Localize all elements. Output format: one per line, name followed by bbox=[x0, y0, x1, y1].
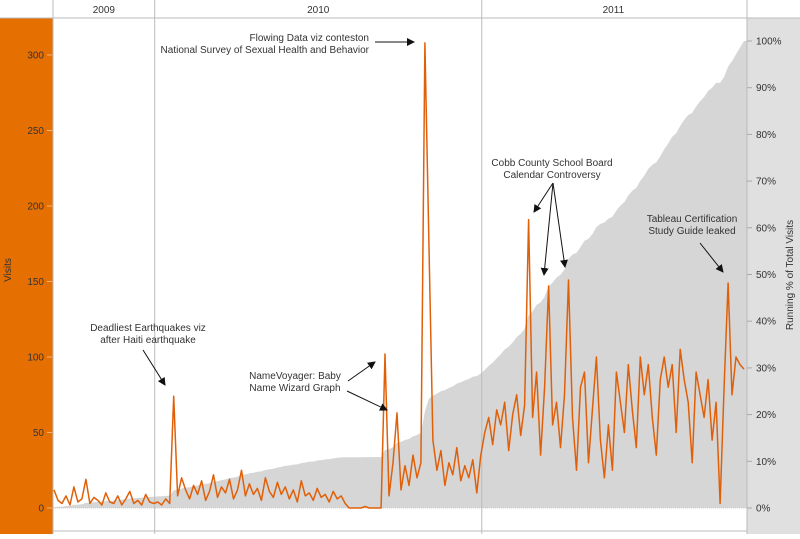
annotation-text: Cobb County School Board bbox=[491, 158, 612, 169]
y2-tick-label: 0% bbox=[756, 504, 771, 515]
y-tick-label: 150 bbox=[27, 277, 44, 288]
annotation-flowing-data: Flowing Data viz conteston National Surv… bbox=[161, 33, 415, 56]
annotation-text: Study Guide leaked bbox=[648, 226, 735, 237]
annotation-text: Name Wizard Graph bbox=[249, 383, 340, 394]
visits-axis: 0 50 100 150 200 250 300 bbox=[27, 51, 52, 515]
y2-tick-label: 50% bbox=[756, 270, 776, 281]
annotation-text: Flowing Data viz conteston bbox=[249, 33, 369, 44]
annotation-arrow bbox=[347, 361, 376, 382]
right-axis-panel bbox=[747, 18, 800, 534]
annotation-arrow bbox=[552, 182, 568, 268]
y2-tick-label: 90% bbox=[756, 83, 776, 94]
y-tick-label: 0 bbox=[38, 504, 44, 515]
running-percent-area-path bbox=[53, 41, 747, 508]
y2-tick-label: 40% bbox=[756, 317, 776, 328]
visits-axis-label: Visits bbox=[3, 258, 14, 282]
y2-tick-label: 10% bbox=[756, 457, 776, 468]
visits-line bbox=[53, 42, 745, 509]
annotation-earthquakes: Deadliest Earthquakes viz after Haiti ea… bbox=[90, 323, 206, 386]
y2-tick-label: 60% bbox=[756, 223, 776, 234]
y2-tick-label: 70% bbox=[756, 177, 776, 188]
left-axis-panel bbox=[0, 18, 53, 534]
annotation-text: Calendar Controversy bbox=[503, 170, 600, 181]
annotation-text: National Survey of Sexual Health and Beh… bbox=[161, 45, 370, 56]
year-label-2010: 2010 bbox=[307, 5, 330, 16]
year-label-2009: 2009 bbox=[93, 5, 116, 16]
year-bands: 2009 2010 2011 bbox=[93, 0, 625, 534]
y-tick-label: 250 bbox=[27, 126, 44, 137]
annotation-text: Tableau Certification bbox=[647, 214, 738, 225]
running-percent-axis: 0% 10% 20% 30% 40% 50% 60% 70% 80% 90% 100% bbox=[747, 37, 782, 515]
annotation-arrow bbox=[346, 390, 388, 411]
running-percent-area bbox=[53, 41, 747, 508]
annotation-arrow bbox=[533, 182, 554, 213]
y-tick-label: 50 bbox=[33, 428, 45, 439]
annotation-text: NameVoyager: Baby bbox=[249, 371, 341, 382]
running-percent-axis-label: Running % of Total Visits bbox=[785, 220, 796, 330]
y2-tick-label: 100% bbox=[756, 37, 782, 48]
year-label-2011: 2011 bbox=[603, 5, 625, 16]
annotation-tableau-cert: Tableau Certification Study Guide leaked bbox=[647, 214, 738, 273]
annotation-namevoyager: NameVoyager: Baby Name Wizard Graph bbox=[249, 361, 388, 411]
annotation-text: after Haiti earthquake bbox=[100, 335, 196, 346]
y-tick-label: 300 bbox=[27, 51, 44, 62]
annotation-text: Deadliest Earthquakes viz bbox=[90, 323, 206, 334]
y-tick-label: 100 bbox=[27, 353, 44, 364]
annotation-arrow bbox=[699, 242, 724, 273]
annotation-arrow bbox=[142, 349, 166, 386]
annotation-arrow bbox=[540, 182, 554, 276]
annotation-cobb-county: Cobb County School Board Calendar Contro… bbox=[491, 158, 613, 276]
y2-tick-label: 80% bbox=[756, 130, 776, 141]
y2-tick-label: 30% bbox=[756, 363, 776, 374]
y-tick-label: 200 bbox=[27, 202, 44, 213]
y2-tick-label: 20% bbox=[756, 410, 776, 421]
visits-line-path bbox=[53, 42, 745, 509]
